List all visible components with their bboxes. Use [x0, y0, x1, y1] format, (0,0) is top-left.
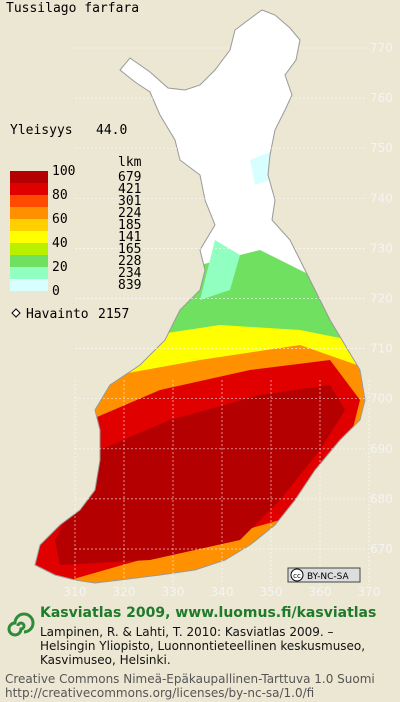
y-axis-label: 720	[370, 292, 393, 306]
legend: 100 80 60 40 20 0 lkm6794213012241851411652282…	[10, 155, 142, 299]
citation-line: Helsingin Yliopisto, Luonnontieteellinen…	[40, 639, 365, 653]
legend-swatch	[10, 267, 48, 279]
legend-swatch	[10, 231, 48, 243]
legend-swatch	[10, 279, 48, 291]
frequency-value: 44.0	[96, 123, 127, 138]
cc-mark: cc	[293, 572, 301, 580]
y-axis-label: 690	[370, 442, 393, 456]
citation-line: Kasvimuseo, Helsinki.	[40, 653, 171, 667]
frequency-label: Yleisyys	[10, 123, 73, 138]
scale-label: 100	[52, 164, 75, 179]
license-line: Creative Commons Nimeä-Epäkaupallinen-Ta…	[5, 672, 375, 686]
y-axis-label: 760	[370, 91, 393, 105]
scale-label: 20	[52, 260, 68, 275]
scale-label: 60	[52, 212, 68, 227]
y-axis-label: 700	[370, 392, 393, 406]
badge-text: BY-NC-SA	[307, 572, 350, 582]
count-value: 228	[118, 254, 141, 269]
x-axis-label: 360	[309, 585, 332, 599]
count-value: 141	[118, 230, 141, 245]
scale-label: 0	[52, 284, 60, 299]
legend-swatch	[10, 243, 48, 255]
logo	[7, 612, 35, 637]
x-axis-label: 370	[358, 585, 381, 599]
count-value: 165	[118, 242, 141, 257]
x-axis-label: 340	[211, 585, 234, 599]
count-value: 301	[118, 194, 141, 209]
y-axis-label: 680	[370, 492, 393, 506]
y-axis-label: 740	[370, 191, 393, 205]
legend-swatch	[10, 207, 48, 219]
count-header: lkm	[118, 155, 142, 170]
legend-swatch	[10, 255, 48, 267]
observation-count: 2157	[98, 307, 129, 322]
count-value: 234	[118, 266, 142, 281]
footer-heading: Kasviatlas 2009, www.luomus.fi/kasviatla…	[40, 605, 376, 621]
legend-swatch	[10, 195, 48, 207]
x-axis-label: 350	[260, 585, 283, 599]
count-value: 421	[118, 182, 141, 197]
x-axis-label: 320	[113, 585, 136, 599]
license-line: http://creativecommons.org/licenses/by-n…	[5, 686, 314, 700]
x-axis-label: 330	[162, 585, 185, 599]
scale-label: 80	[52, 188, 68, 203]
title: Tussilago farfara	[6, 1, 139, 16]
axis-labels: 770 760 750 740 730 720 710 700 690 680 670 310 320 3…	[64, 41, 393, 599]
y-axis-label: 670	[370, 542, 393, 556]
count-value: 185	[118, 218, 141, 233]
legend-swatch	[10, 171, 48, 183]
observation-symbol	[11, 308, 21, 318]
license-badge: cc BY-NC-SA	[287, 567, 361, 583]
x-axis-label: 310	[64, 585, 87, 599]
legend-swatch	[10, 183, 48, 195]
citation-line: Lampinen, R. & Lahti, T. 2010: Kasviatla…	[40, 625, 334, 639]
y-axis-label: 710	[370, 342, 393, 356]
legend-swatch	[10, 219, 48, 231]
map-grid	[74, 47, 370, 585]
count-value: 224	[118, 206, 142, 221]
y-axis-label: 770	[370, 41, 393, 55]
count-value: 679	[118, 170, 141, 185]
map	[35, 10, 365, 583]
scale-label: 40	[52, 236, 68, 251]
count-value: 839	[118, 278, 141, 293]
y-axis-label: 730	[370, 241, 393, 255]
observation-label: Havainto	[26, 307, 89, 322]
y-axis-label: 750	[370, 141, 393, 155]
